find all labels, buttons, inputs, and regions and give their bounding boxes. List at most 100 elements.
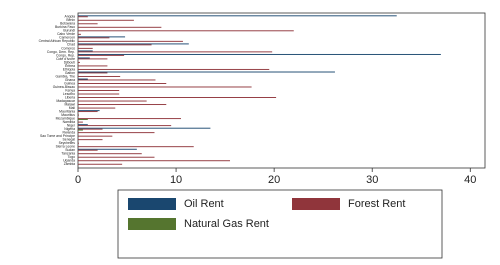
y-tick-label: Uganda — [63, 159, 75, 163]
y-tick-label: Cameroon — [59, 36, 75, 40]
bar — [78, 160, 231, 162]
y-tick-label: Mauritania — [59, 109, 75, 113]
bar — [78, 135, 113, 137]
bar — [78, 129, 83, 131]
y-tick-label: Gambia, The — [55, 74, 75, 78]
bar — [78, 93, 120, 95]
bar — [78, 148, 137, 150]
y-tick-label: Tanzania — [61, 152, 75, 156]
bar — [78, 37, 110, 39]
y-tick-label: Liberia — [65, 95, 75, 99]
bar — [78, 86, 252, 88]
y-tick-label: Mali — [69, 106, 75, 110]
x-tick-label: 0 — [75, 174, 81, 186]
y-tick-label: Congo, Dem. Rep. — [47, 50, 75, 54]
bar — [78, 104, 167, 106]
y-tick-label: Ghana — [65, 78, 75, 82]
bar — [78, 78, 88, 80]
bar — [78, 139, 103, 141]
bar — [78, 75, 121, 77]
bar — [78, 97, 277, 98]
bar — [78, 40, 183, 42]
y-tick-label: Mauritius — [61, 113, 75, 117]
y-tick-label: Mozambique — [56, 116, 76, 120]
y-tick-label: Gabon — [65, 71, 75, 75]
bar — [78, 54, 125, 56]
bar — [78, 43, 189, 45]
bar — [78, 33, 81, 35]
bar — [78, 79, 156, 81]
y-tick-label: Lesotho — [63, 92, 75, 96]
bar — [78, 146, 194, 148]
y-tick-label: Senegal — [63, 138, 76, 142]
legend-swatch — [128, 198, 176, 210]
legend-swatch — [128, 218, 176, 230]
bar — [78, 68, 270, 70]
bar — [78, 53, 441, 55]
legend-swatch — [292, 198, 340, 210]
bar — [78, 16, 88, 18]
bar — [78, 23, 98, 25]
bar — [78, 111, 98, 113]
y-tick-label: Cabo Verde — [57, 32, 75, 36]
y-tick-label: Burundi — [63, 29, 75, 33]
bar — [78, 58, 108, 60]
y-tick-label: Ethiopia — [63, 67, 75, 71]
bar — [78, 26, 162, 28]
y-tick-label: Kenya — [65, 88, 75, 92]
y-tick-label: Namibia — [63, 120, 76, 124]
bar — [78, 61, 80, 63]
bar — [78, 100, 147, 102]
legend-label: Oil Rent — [184, 198, 224, 210]
bar — [78, 36, 126, 38]
bar — [78, 19, 134, 21]
bar — [78, 44, 152, 46]
bar — [78, 118, 181, 120]
bar — [78, 57, 90, 59]
x-tick-label: 20 — [268, 174, 280, 186]
bar — [78, 163, 123, 165]
y-tick-label: Malawi — [64, 102, 75, 106]
bar — [78, 119, 88, 120]
bar — [78, 128, 103, 130]
legend-label: Forest Rent — [348, 198, 405, 210]
bar — [78, 156, 155, 158]
bar — [78, 47, 93, 49]
y-tick-label: Rwanda — [63, 131, 76, 135]
bar — [78, 127, 211, 129]
y-tick-label: Congo, Rep. — [56, 53, 75, 57]
bar — [78, 124, 88, 126]
bar — [78, 71, 335, 73]
y-tick-label: Central African Republic — [39, 39, 76, 43]
y-tick-label: Eritrea — [65, 64, 75, 68]
bar — [78, 149, 98, 151]
x-tick-label: 30 — [366, 174, 378, 186]
bar — [78, 30, 294, 32]
y-tick-label: Guinea-Bissau — [53, 85, 75, 89]
bar — [78, 132, 155, 134]
y-tick-label: Togo — [68, 155, 75, 159]
bar — [78, 110, 100, 112]
y-tick-label: Sao Tome and Principe — [40, 134, 75, 138]
x-tick-label: 10 — [170, 174, 182, 186]
bar — [78, 83, 167, 84]
bar — [78, 65, 108, 67]
y-tick-label: Comoros — [61, 46, 75, 50]
y-tick-label: Angola — [64, 15, 75, 19]
bar — [78, 50, 93, 52]
y-tick-label: Sierra Leone — [56, 145, 76, 149]
y-tick-label: Seychelles — [59, 141, 76, 145]
y-tick-label: Botswana — [60, 22, 75, 26]
y-tick-label: Cote d'Ivoire — [56, 57, 75, 61]
legend-label: Natural Gas Rent — [184, 218, 269, 230]
y-tick-label: Djibouti — [64, 60, 76, 64]
y-tick-label: Chad — [67, 43, 75, 47]
x-tick-label: 40 — [464, 174, 476, 186]
bar — [78, 107, 116, 109]
y-tick-label: Niger — [67, 124, 76, 128]
y-tick-label: Zambia — [64, 162, 75, 166]
bar — [78, 125, 172, 127]
y-tick-label: Guinea — [64, 81, 75, 85]
bar — [78, 15, 397, 17]
bar — [78, 153, 142, 155]
